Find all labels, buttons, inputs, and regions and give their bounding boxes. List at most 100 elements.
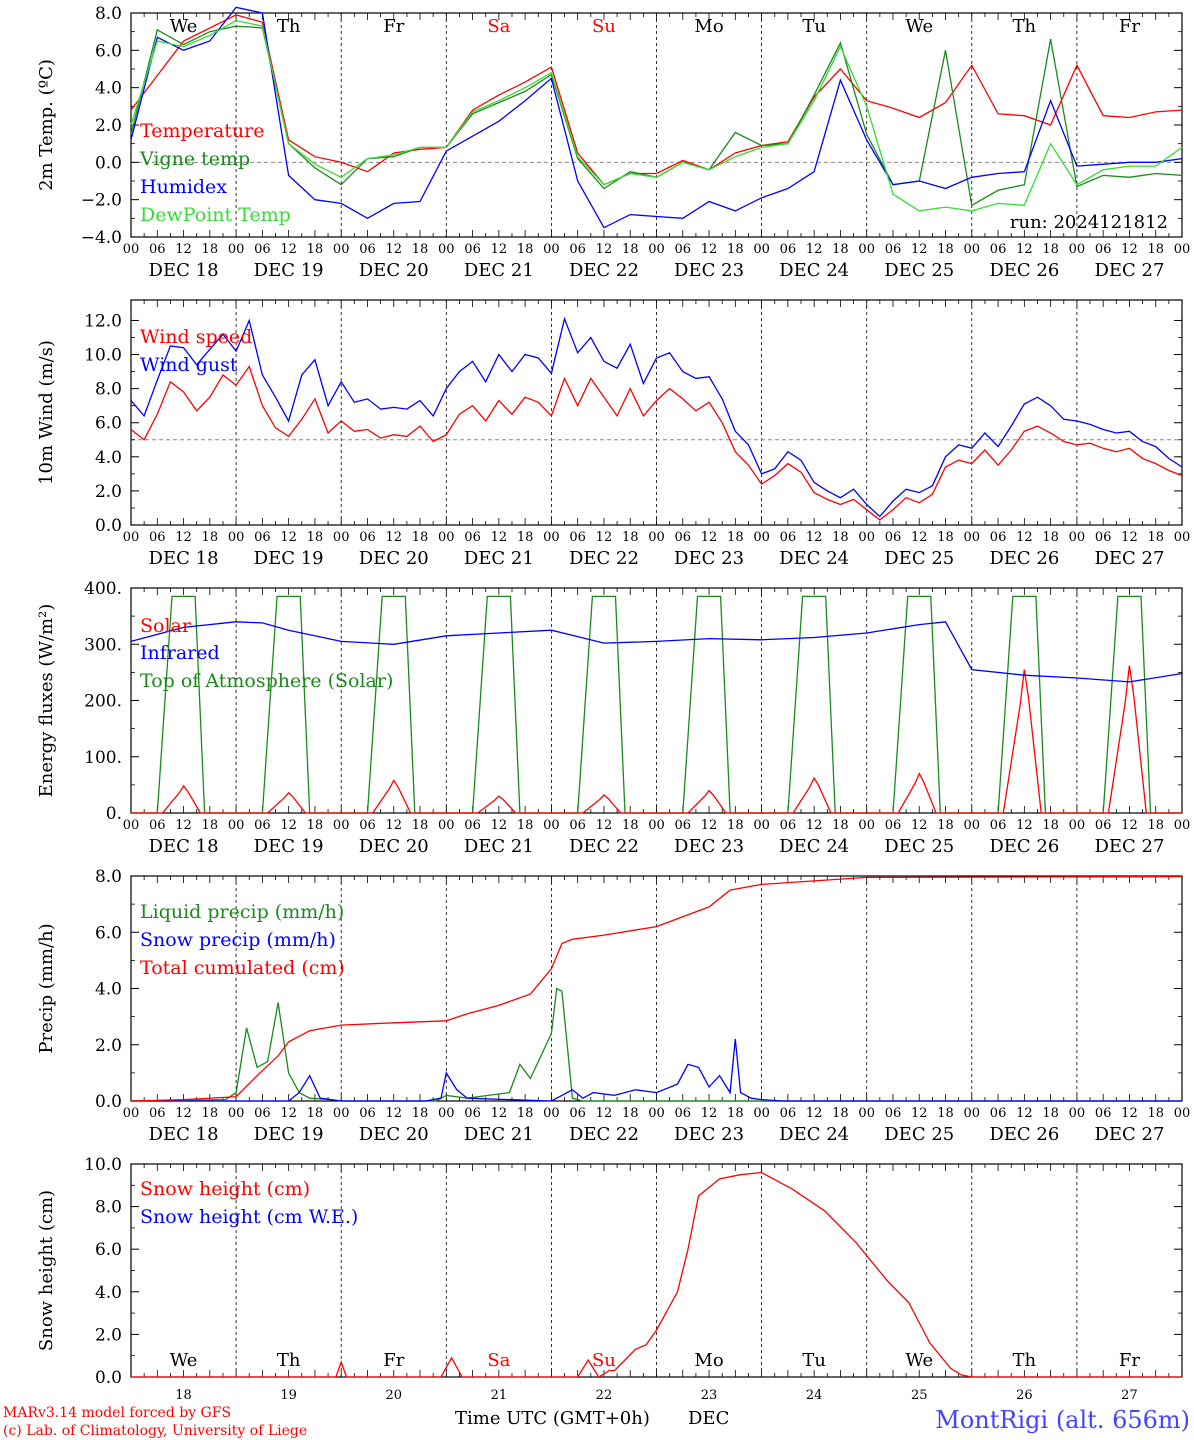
hour-tick-label: 18 — [832, 1106, 849, 1121]
series-line-snow-0 — [131, 1171, 1182, 1378]
hour-tick-label: 00 — [438, 1106, 455, 1121]
day-name-label: Th — [1013, 1350, 1037, 1371]
hour-tick-label: 00 — [228, 530, 245, 545]
hour-tick-label: 12 — [596, 242, 613, 257]
hour-tick-label: 18 — [1147, 530, 1164, 545]
hour-tick-label: 00 — [333, 530, 350, 545]
day-number-label: 27 — [1121, 1388, 1138, 1403]
date-label: DEC 27 — [1094, 260, 1164, 281]
y-tick-label: 0.0 — [95, 1092, 122, 1112]
hour-tick-label: 00 — [543, 530, 560, 545]
hour-tick-label: 18 — [1042, 818, 1059, 833]
legend-entry: Wind gust — [140, 354, 238, 376]
hour-tick-label: 12 — [911, 530, 928, 545]
hour-tick-label: 18 — [202, 242, 219, 257]
hour-tick-label: 00 — [333, 242, 350, 257]
hour-tick-label: 00 — [753, 530, 770, 545]
hour-tick-label: 06 — [1095, 530, 1112, 545]
hour-tick-label: 00 — [228, 1106, 245, 1121]
hour-tick-label: 06 — [885, 818, 902, 833]
date-label: DEC 22 — [569, 548, 639, 569]
legend-entry: Wind speed — [140, 326, 252, 348]
y-tick-label: −2.0 — [81, 191, 122, 211]
hour-tick-label: 18 — [412, 1106, 429, 1121]
hour-tick-label: 12 — [1121, 818, 1138, 833]
y-tick-label: 10.0 — [84, 346, 122, 366]
y-tick-label: 10.0 — [84, 1155, 122, 1175]
hour-tick-label: 18 — [1147, 818, 1164, 833]
hour-tick-label: 00 — [543, 1106, 560, 1121]
hour-tick-label: 06 — [464, 818, 481, 833]
legend-entry: Vigne temp — [139, 148, 250, 170]
hour-tick-label: 00 — [123, 1106, 140, 1121]
y-tick-label: 0. — [106, 804, 122, 824]
hour-tick-label: 12 — [911, 1106, 928, 1121]
hour-tick-label: 06 — [990, 818, 1007, 833]
hour-tick-label: 18 — [727, 818, 744, 833]
hour-tick-label: 18 — [202, 818, 219, 833]
date-label: DEC 20 — [359, 548, 429, 569]
hour-tick-label: 12 — [911, 818, 928, 833]
day-name-label: We — [905, 1350, 933, 1371]
hour-tick-label: 18 — [517, 818, 534, 833]
hour-tick-label: 00 — [123, 242, 140, 257]
date-label: DEC 19 — [254, 260, 324, 281]
day-name-label: Sa — [487, 16, 510, 37]
day-number-label: 21 — [491, 1388, 508, 1403]
hour-tick-label: 06 — [464, 242, 481, 257]
hour-tick-label: 06 — [569, 1106, 586, 1121]
hour-tick-label: 18 — [622, 818, 639, 833]
hour-tick-label: 06 — [359, 1106, 376, 1121]
hour-tick-label: 06 — [990, 242, 1007, 257]
hour-tick-label: 06 — [464, 530, 481, 545]
hour-tick-label: 06 — [254, 1106, 271, 1121]
day-number-label: 25 — [911, 1388, 928, 1403]
y-axis-label: Snow height (cm) — [36, 1190, 57, 1351]
date-label: DEC 26 — [989, 548, 1059, 569]
hour-tick-label: 18 — [412, 818, 429, 833]
hour-tick-label: 12 — [1121, 530, 1138, 545]
hour-tick-label: 18 — [622, 242, 639, 257]
hour-tick-label: 06 — [675, 530, 692, 545]
date-label: DEC 25 — [884, 836, 954, 857]
date-label: DEC 22 — [569, 1124, 639, 1145]
hour-tick-label: 00 — [123, 818, 140, 833]
day-number-label: 19 — [280, 1388, 297, 1403]
hour-tick-label: 06 — [885, 242, 902, 257]
hour-tick-label: 06 — [359, 530, 376, 545]
y-tick-label: 0.0 — [95, 516, 122, 536]
day-name-label: Th — [1013, 16, 1037, 37]
legend-entry: Top of Atmosphere (Solar) — [140, 670, 393, 692]
day-name-label: Mo — [694, 16, 723, 37]
hour-tick-label: 12 — [1016, 242, 1033, 257]
hour-tick-label: 18 — [517, 242, 534, 257]
hour-tick-label: 18 — [832, 530, 849, 545]
hour-tick-label: 12 — [491, 242, 508, 257]
hour-tick-label: 12 — [280, 530, 297, 545]
day-name-label: Th — [277, 16, 301, 37]
hour-tick-label: 18 — [622, 1106, 639, 1121]
hour-tick-label: 12 — [701, 1106, 718, 1121]
hour-tick-label: 18 — [307, 1106, 324, 1121]
date-label: DEC 25 — [884, 260, 954, 281]
date-label: DEC 18 — [149, 548, 219, 569]
date-label: DEC 22 — [569, 260, 639, 281]
hour-tick-label: 00 — [1174, 242, 1191, 257]
hour-tick-label: 12 — [491, 1106, 508, 1121]
hour-tick-label: 00 — [228, 242, 245, 257]
date-label: DEC 21 — [464, 1124, 534, 1145]
hour-tick-label: 12 — [175, 242, 192, 257]
infrared-line — [130, 621, 1183, 683]
hour-tick-label: 06 — [885, 530, 902, 545]
date-label: DEC 27 — [1094, 836, 1164, 857]
hour-tick-label: 12 — [596, 818, 613, 833]
hour-tick-label: 18 — [937, 530, 954, 545]
legend-entry: DewPoint Temp — [140, 204, 291, 226]
hour-tick-label: 12 — [385, 818, 402, 833]
y-axis-label: Precip (mm/h) — [36, 923, 57, 1053]
panel-wind: 0.0 2.0 4.0 6.0 8.0 10.0 12.0 10m Wind (m/s) 00 0… — [36, 299, 1190, 569]
hour-tick-label: 12 — [385, 242, 402, 257]
y-tick-label: 300. — [84, 635, 122, 655]
hour-tick-label: 18 — [727, 242, 744, 257]
date-label: DEC 21 — [464, 260, 534, 281]
